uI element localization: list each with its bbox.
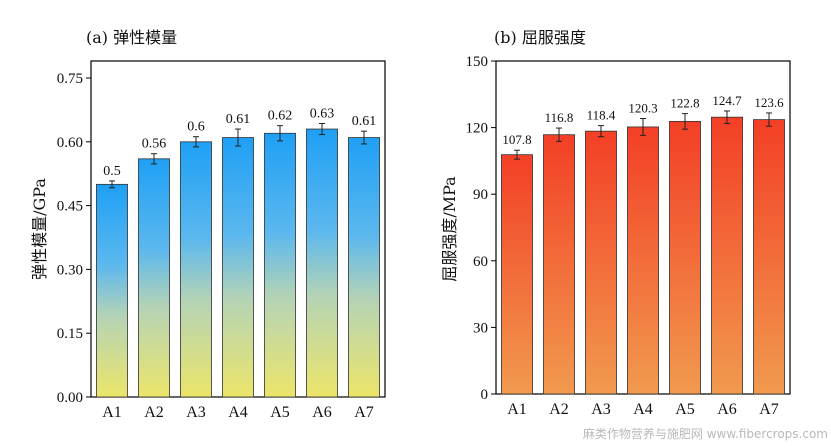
chart-b-y-tick-label: 120	[466, 121, 489, 137]
chart-b-data-label: 116.8	[545, 110, 574, 125]
chart-a-x-tick-label: A3	[186, 404, 206, 421]
chart-b-data-label: 122.8	[670, 96, 699, 111]
chart-b-x-tick-label: A4	[633, 401, 653, 418]
chart-a-x-tick-label: A1	[102, 404, 122, 421]
chart-b-y-ticks: 0 30 60 90 120 150	[466, 54, 496, 403]
chart-a-y-tick-label: 0.60	[57, 135, 83, 151]
chart-b-y-tick-label: 30	[473, 320, 488, 336]
chart-a-y-tick-label: 0.30	[57, 262, 83, 278]
chart-a-bar	[138, 158, 170, 398]
chart-a-bar	[180, 141, 212, 398]
chart-b-bars: 107.8 A1 116.8 A2 118.4 A3 120.3 A4 122.8 A5 124.7…	[501, 93, 785, 418]
chart-a-bar	[306, 128, 338, 398]
chart-b-bar	[627, 126, 659, 395]
chart-b-x-tick-label: A7	[759, 401, 779, 418]
chart-a-y-tick-label: 0.15	[57, 326, 83, 342]
chart-b-y-axis-label: 屈服强度/MPa	[440, 176, 459, 282]
chart-b-data-label: 118.4	[587, 108, 616, 123]
chart-a-x-tick-label: A5	[270, 404, 290, 421]
chart-a-bar	[222, 137, 254, 398]
chart-a-x-tick-label: A4	[228, 404, 248, 421]
chart-b-data-label: 120.3	[628, 100, 657, 115]
chart-a-y-ticks: 0.00 0.15 0.30 0.45 0.60 0.75	[57, 71, 91, 406]
watermark: 麻类作物营养与施肥网 www.fibercrops.com	[583, 426, 828, 441]
chart-b-bar	[585, 130, 617, 395]
chart-a-y-tick-label: 0.75	[57, 71, 83, 87]
chart-panel-a: (a) 弹性模量 弹性模量/GPa 0.000.150.300.450.600.…	[30, 28, 386, 421]
chart-b-bar	[753, 119, 785, 395]
chart-a-data-label: 0.56	[142, 137, 167, 152]
chart-b-x-tick-label: A6	[717, 401, 737, 418]
chart-a-data-label: 0.5	[103, 164, 121, 179]
chart-b-bar	[543, 134, 575, 395]
chart-b-x-tick-label: A2	[549, 401, 569, 418]
chart-a-bar	[96, 183, 128, 398]
chart-b-bar	[669, 120, 701, 395]
chart-a-y-tick-label: 0.00	[57, 390, 83, 406]
chart-a-x-tick-label: A7	[354, 404, 374, 421]
chart-b-bar	[501, 154, 533, 395]
chart-b-x-tick-label: A5	[675, 401, 695, 418]
chart-b-y-tick-label: 0	[481, 387, 489, 403]
chart-a-data-label: 0.62	[268, 109, 293, 124]
chart-a-data-label: 0.63	[310, 107, 335, 122]
chart-b-title: (b) 屈服强度	[494, 28, 586, 47]
chart-a-data-label: 0.61	[226, 112, 251, 127]
chart-b-x-tick-label: A1	[507, 401, 527, 418]
chart-a-bar	[264, 132, 296, 398]
chart-a-title: (a) 弹性模量	[86, 28, 177, 47]
chart-a-bars: 0.5 A1 0.56 A2 0.6 A3 0.61 A4 0.62 A5 0.63 A6 0.61 A7	[96, 107, 380, 421]
chart-a-y-axis-label: 弹性模量/GPa	[30, 178, 49, 280]
chart-a-data-label: 0.61	[352, 114, 377, 129]
chart-a-x-tick-label: A6	[312, 404, 332, 421]
chart-a-bar	[348, 137, 380, 398]
chart-b-data-label: 123.6	[754, 95, 784, 110]
chart-a-y-tick-label: 0.45	[57, 199, 83, 215]
chart-b-x-tick-label: A3	[591, 401, 611, 418]
chart-b-y-tick-label: 150	[466, 54, 489, 70]
chart-b-bar	[711, 116, 743, 395]
chart-b-data-label: 107.8	[502, 132, 531, 147]
chart-a-x-tick-label: A2	[144, 404, 164, 421]
chart-a-data-label: 0.6	[187, 120, 205, 135]
chart-b-data-label: 124.7	[712, 93, 742, 108]
chart-b-y-tick-label: 90	[473, 187, 488, 203]
chart-b-y-tick-label: 60	[473, 254, 488, 270]
